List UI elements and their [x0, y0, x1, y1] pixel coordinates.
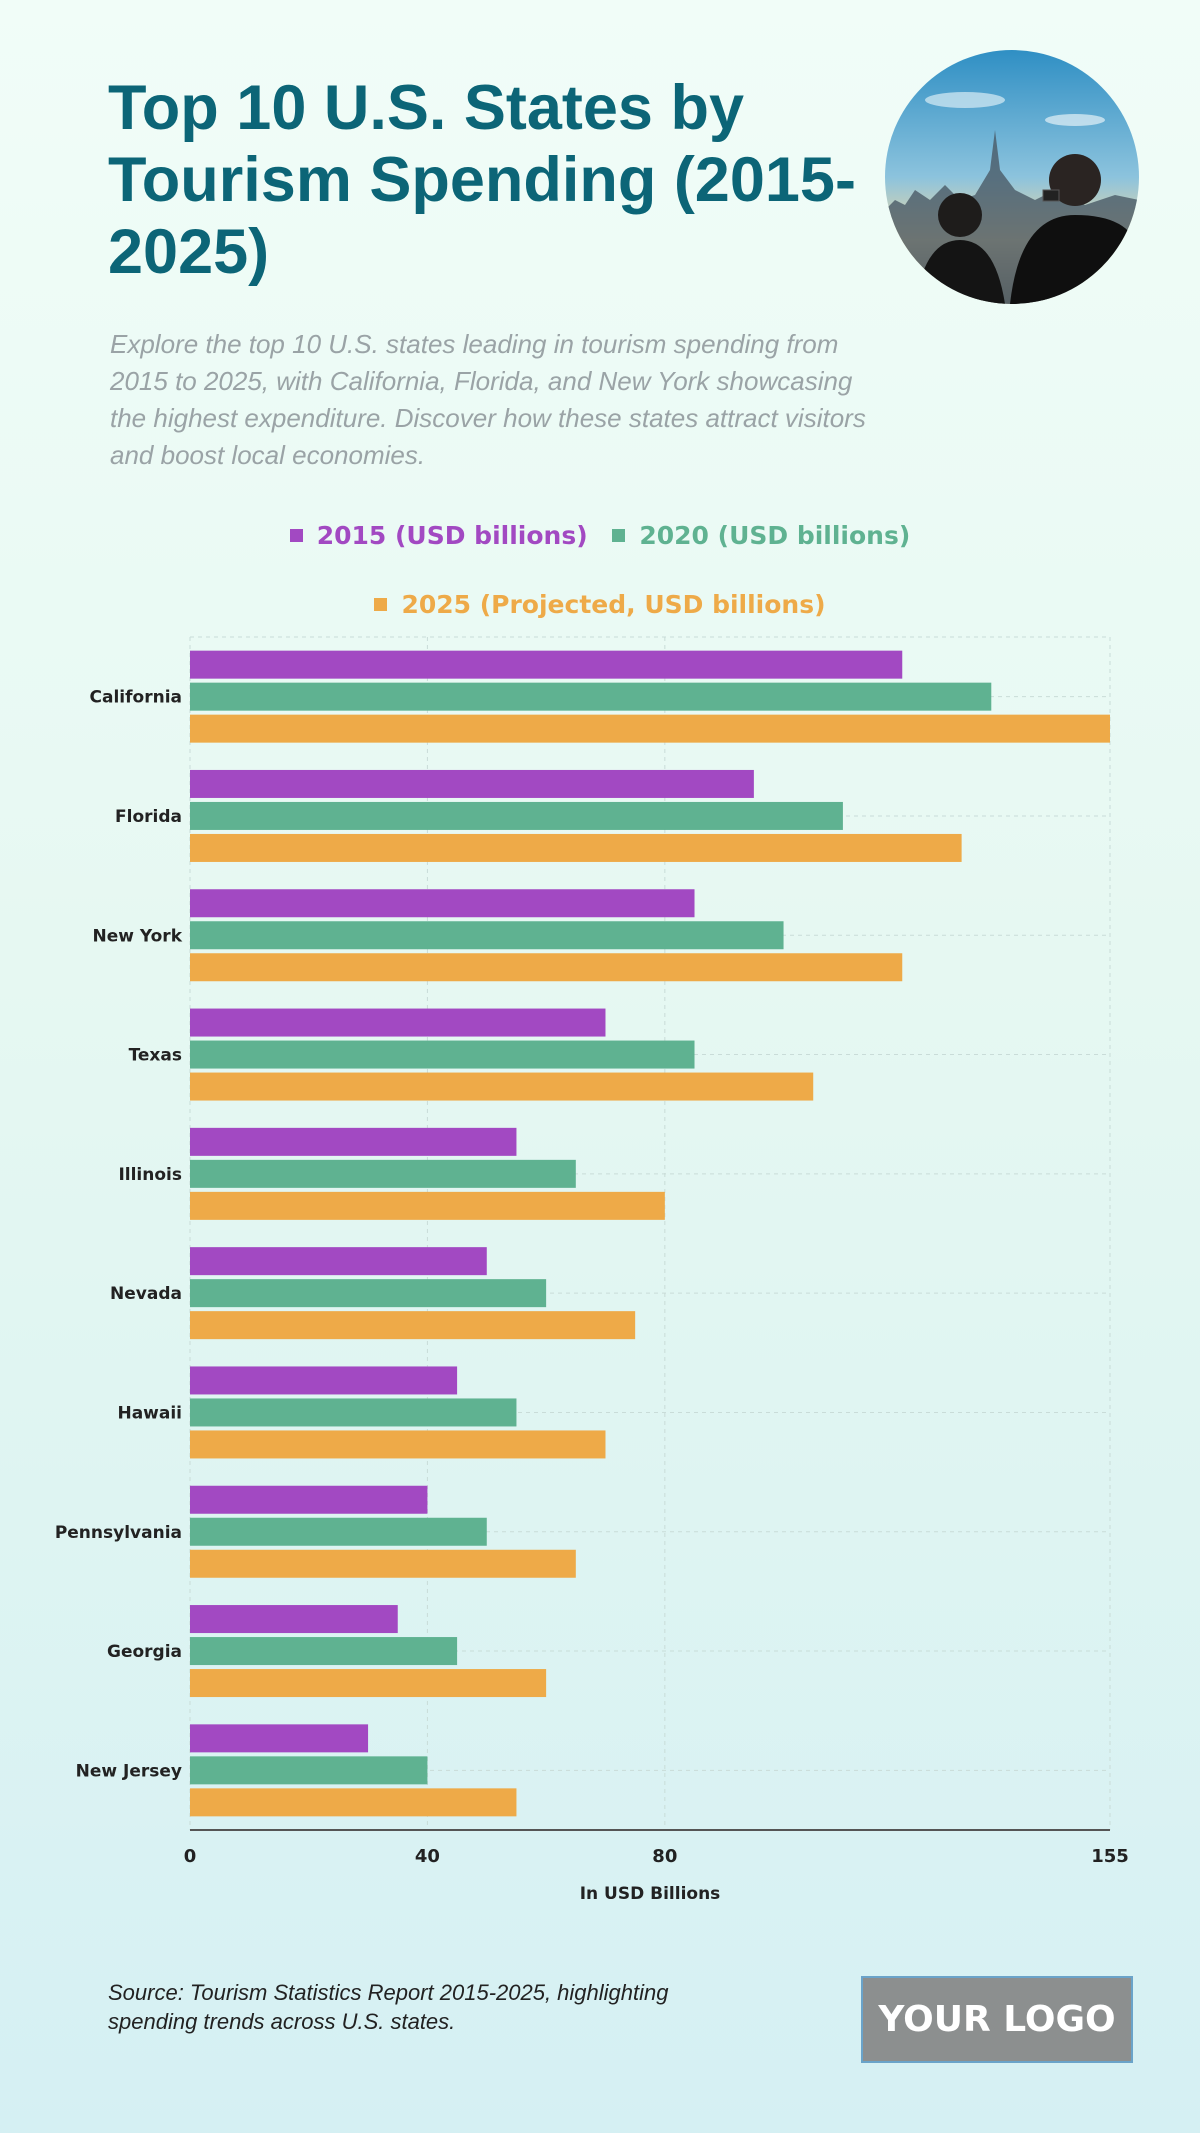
x-tick-label: 0	[184, 1846, 197, 1867]
legend-item-2020[interactable]: 2020 (USD billions)	[612, 521, 910, 550]
bar-chart: California Florida New York Texas Illinois Ne…	[55, 636, 1129, 1904]
bar-texas-2015	[190, 1008, 606, 1037]
x-tick-label: 155	[1091, 1846, 1129, 1867]
category-label: Florida	[115, 807, 182, 827]
bar-new-york-2025	[190, 953, 903, 982]
bar-florida-2020	[190, 801, 843, 830]
category-label: New York	[93, 926, 183, 946]
bar-illinois-2020	[190, 1159, 576, 1188]
x-tick-label: 40	[415, 1846, 440, 1867]
page-header: Top 10 U.S. States by Tourism Spending (…	[108, 72, 898, 474]
bar-new-york-2015	[190, 889, 695, 918]
source-note: Source: Tourism Statistics Report 2015-2…	[108, 1980, 669, 2034]
x-axis-title: In USD Billions	[580, 1884, 721, 1904]
bar-georgia-2015	[190, 1605, 398, 1634]
legend-item-2015[interactable]: 2015 (USD billions)	[289, 521, 588, 550]
bar-florida-2015	[190, 769, 754, 798]
legend-item-2025[interactable]: 2025 (Projected, USD billions)	[374, 590, 826, 619]
bar-new-jersey-2015	[190, 1724, 369, 1753]
bar-california-2015	[190, 650, 903, 679]
bar-hawaii-2020	[190, 1398, 517, 1427]
category-label: Georgia	[107, 1642, 182, 1662]
header-photo-tourists	[885, 50, 1139, 304]
bar-pennsylvania-2015	[190, 1485, 428, 1514]
legend-swatch	[374, 598, 388, 611]
bar-texas-2025	[190, 1072, 814, 1101]
category-label: Nevada	[110, 1284, 182, 1304]
legend-swatch	[612, 529, 626, 542]
category-label: Pennsylvania	[55, 1523, 182, 1543]
logo-placeholder: YOUR LOGO	[861, 1976, 1133, 2063]
bar-pennsylvania-2020	[190, 1517, 487, 1546]
bar-illinois-2015	[190, 1127, 517, 1156]
bar-new-jersey-2025	[190, 1788, 517, 1817]
bar-nevada-2025	[190, 1311, 636, 1340]
bar-new-jersey-2020	[190, 1756, 428, 1785]
x-tick-label: 80	[652, 1846, 677, 1867]
bar-california-2020	[190, 682, 992, 711]
legend-label: 2025 (Projected, USD billions)	[401, 590, 826, 619]
bar-florida-2025	[190, 833, 962, 862]
bar-pennsylvania-2025	[190, 1549, 576, 1578]
bar-illinois-2025	[190, 1191, 665, 1220]
category-label: Illinois	[118, 1165, 182, 1185]
bar-georgia-2020	[190, 1637, 458, 1666]
legend-label: 2015 (USD billions)	[316, 521, 588, 550]
bar-georgia-2025	[190, 1669, 547, 1698]
page-subtitle: Explore the top 10 U.S. states leading i…	[110, 329, 866, 470]
bar-nevada-2015	[190, 1247, 487, 1276]
bar-california-2025	[190, 714, 1110, 743]
legend-row-1: 2015 (USD billions) 2020 (USD billions)	[0, 519, 1200, 550]
category-label: New Jersey	[76, 1761, 182, 1781]
category-label: Hawaii	[117, 1403, 182, 1423]
legend-label: 2020 (USD billions)	[639, 521, 911, 550]
category-label: California	[90, 688, 182, 708]
bar-hawaii-2025	[190, 1430, 606, 1459]
bar-hawaii-2015	[190, 1366, 458, 1395]
bar-new-york-2020	[190, 921, 784, 950]
bar-nevada-2020	[190, 1279, 547, 1308]
legend-swatch	[289, 529, 303, 542]
legend-row-2: 2025 (Projected, USD billions)	[0, 588, 1200, 619]
page-title: Top 10 U.S. States by Tourism Spending (…	[108, 73, 856, 287]
category-label: Texas	[129, 1046, 182, 1066]
bar-texas-2020	[190, 1040, 695, 1069]
